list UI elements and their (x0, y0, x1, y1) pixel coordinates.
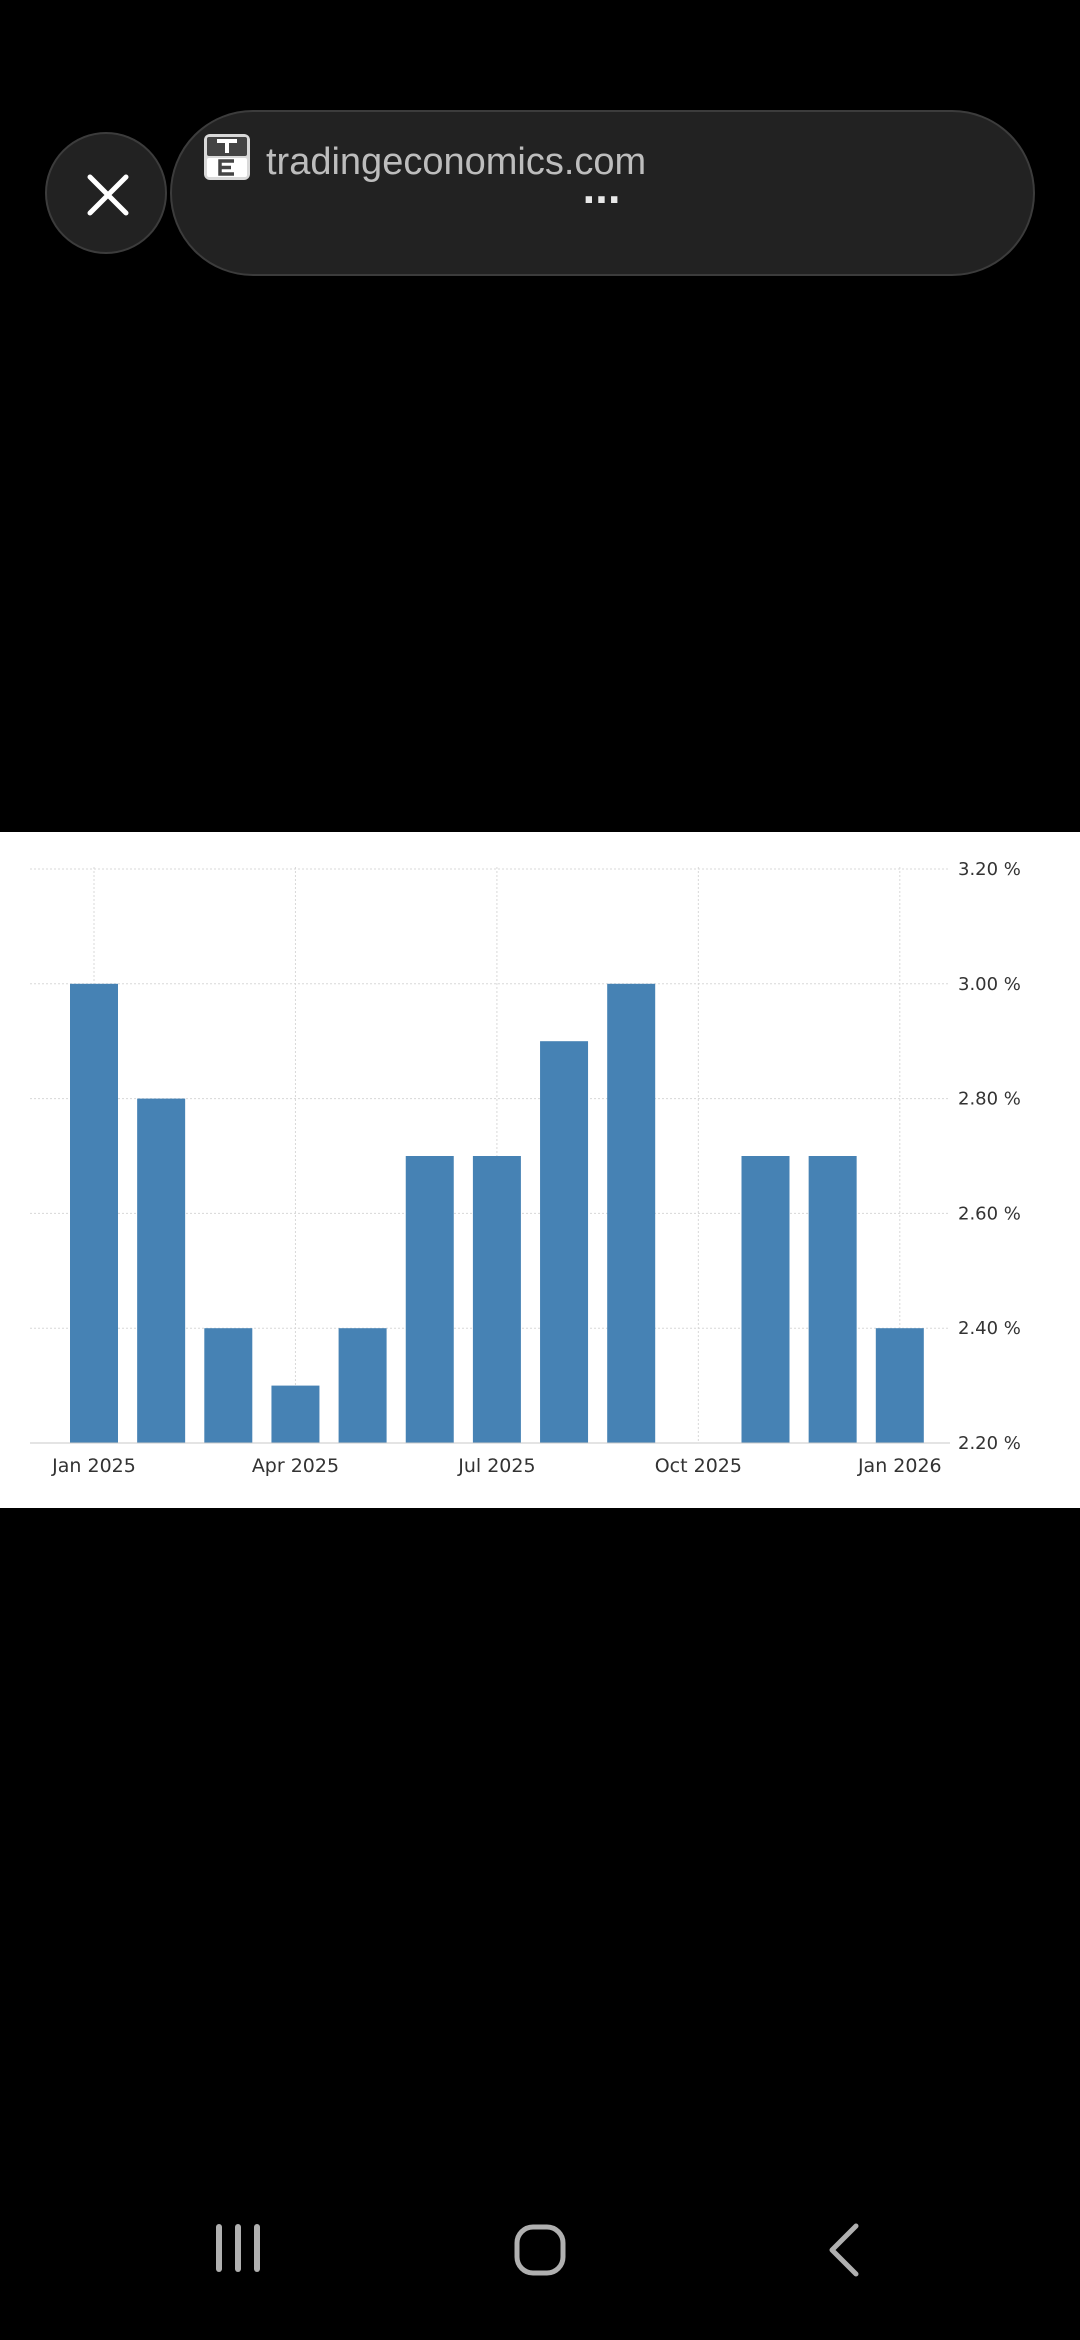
x-tick-label: Jan 2025 (51, 1455, 136, 1477)
y-tick-label: 2.20 % (958, 1433, 1021, 1454)
chart-bar (540, 1041, 589, 1443)
x-tick-label: Oct 2025 (655, 1455, 742, 1477)
y-tick-label: 2.80 % (958, 1089, 1021, 1110)
close-icon (87, 174, 129, 216)
back-icon[interactable] (820, 2220, 870, 2280)
x-tick-label: Apr 2025 (252, 1455, 339, 1477)
url-text: tradingeconomics.com (266, 141, 647, 183)
chart-bar (338, 1328, 387, 1443)
y-tick-label: 2.40 % (958, 1318, 1021, 1339)
chart-bar (875, 1328, 924, 1443)
recent-apps-icon[interactable] (210, 2220, 266, 2280)
y-tick-label: 3.20 % (958, 859, 1021, 880)
x-tick-label: Jul 2025 (457, 1455, 535, 1477)
url-bar[interactable]: tradingeconomics.com ... (170, 110, 1035, 276)
chart-bar (472, 1156, 521, 1443)
close-button[interactable] (45, 132, 167, 254)
chart-bar (271, 1385, 320, 1443)
chart-bar (204, 1328, 253, 1443)
bar-chart: 3.20 % 3.00 % 2.80 % 2.60 % 2.40 % 2.20 % Jan … (30, 859, 1021, 1477)
home-icon[interactable] (510, 2220, 570, 2280)
y-tick-label: 2.60 % (958, 1203, 1021, 1224)
chart-bar (405, 1156, 454, 1443)
te-logo-icon (204, 134, 250, 180)
chart-bar (70, 983, 118, 1443)
more-options-button[interactable]: ... (582, 171, 621, 212)
chart-panel: 3.20 % 3.00 % 2.80 % 2.60 % 2.40 % 2.20 % Jan … (0, 832, 1080, 1508)
chart-bar (741, 1156, 790, 1443)
chart-bar (607, 983, 656, 1443)
x-tick-label: Jan 2026 (857, 1455, 942, 1477)
chart-bar (137, 1098, 186, 1443)
chart-bar (808, 1156, 857, 1443)
y-tick-label: 3.00 % (958, 974, 1021, 995)
navigation-bar (0, 2220, 1080, 2340)
